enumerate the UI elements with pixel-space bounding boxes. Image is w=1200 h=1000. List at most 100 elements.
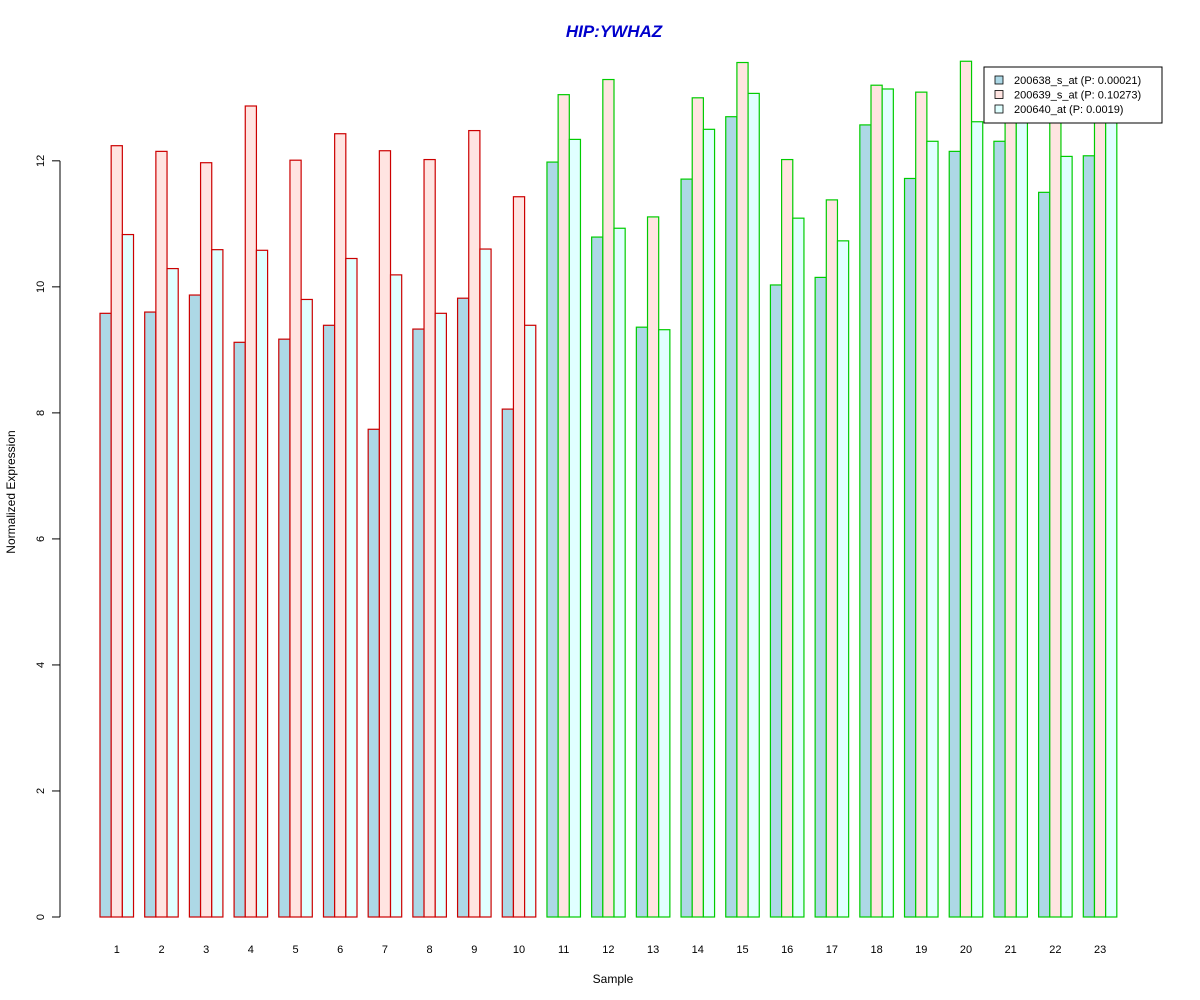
bar-s1-sample-9 [456,297,470,918]
x-tick-label: 16 [781,944,793,956]
x-tick-label: 22 [1049,944,1061,956]
bar-s3-sample-21 [1015,121,1029,918]
y-axis-label: Normalized Expression [4,430,18,553]
x-tick-label: 14 [692,944,704,956]
bar-s1-sample-6 [322,324,336,918]
x-tick-label: 20 [960,944,972,956]
bar-s3-sample-23 [1105,121,1118,918]
bar-s3-sample-3 [211,249,224,918]
bar-s3-sample-12 [613,227,626,918]
bar-s1-sample-16 [769,284,783,918]
bar-s3-sample-19 [926,140,939,918]
bar-s3-sample-5 [300,298,313,918]
bar-s1-sample-7 [367,428,380,918]
bar-s2-sample-20 [959,60,973,918]
x-tick-label: 8 [427,944,433,956]
bar-s1-sample-15 [725,116,738,918]
bar-s2-sample-18 [870,84,883,918]
bar-s2-sample-3 [199,162,213,918]
bar-s1-sample-4 [233,341,246,918]
bar-s2-sample-13 [646,216,660,918]
bar-s1-sample-3 [188,294,202,918]
x-tick-label: 17 [826,944,838,956]
bar-s3-sample-1 [121,233,135,918]
bar-s3-sample-4 [255,249,269,918]
bar-s2-sample-11 [557,94,570,918]
bar-s3-sample-6 [345,257,358,918]
legend-entry-label: 200640_at (P: 0.0019) [1014,104,1123,116]
x-tick-label: 3 [203,944,209,956]
bar-s3-sample-9 [479,248,492,918]
y-axis: 0 2 4 6 8 10 12 [35,155,61,920]
legend-entry-label: 200638_s_at (P: 0.00021) [1014,75,1141,87]
bar-s2-sample-21 [1004,121,1017,918]
bar-s3-sample-11 [568,138,582,918]
bar-s1-sample-18 [859,124,872,918]
bar-s1-sample-5 [278,338,291,918]
bar-s2-sample-7 [378,150,392,918]
legend-swatch [994,90,1004,99]
bar-s2-sample-8 [423,158,436,918]
bar-s2-sample-14 [691,97,704,918]
bar-s2-sample-5 [289,159,302,918]
bar-s2-sample-1 [110,145,123,918]
bar-s3-sample-2 [166,267,179,918]
x-tick-label: 18 [870,944,882,956]
legend-box [983,66,1163,124]
x-tick-label: 4 [248,944,254,956]
x-tick-label: 12 [602,944,614,956]
x-tick-label: 2 [158,944,164,956]
bar-s1-sample-8 [412,328,425,918]
x-tick-label: 13 [647,944,659,956]
x-tick-label: 5 [292,944,298,956]
bar-s1-sample-12 [591,236,604,918]
bar-s1-sample-13 [635,326,649,918]
bar-s1-sample-11 [546,161,559,918]
legend-swatch [994,75,1004,85]
x-tick-label: 21 [1005,944,1017,956]
bar-s2-sample-4 [244,105,258,918]
bar-s2-sample-9 [468,129,481,918]
bar-s3-sample-13 [658,329,671,918]
bar-s2-sample-16 [781,158,794,918]
bar-s1-sample-21 [993,140,1006,918]
bar-s3-sample-16 [792,217,805,918]
x-axis-label: Sample [593,972,634,986]
x-tick-label: 23 [1094,944,1106,956]
bar-s1-sample-10 [501,408,515,918]
y-tick-label: 2 [35,788,47,794]
bar-s2-sample-10 [512,196,526,918]
x-tick-label: 9 [471,944,477,956]
legend-entry-label: 200639_s_at (P: 0.10273) [1014,90,1141,102]
bar-s2-sample-19 [915,91,928,918]
x-axis-tick-labels: 1 2 3 4 5 6 7 8 9 10 11 12 13 14 15 16 17 18 19 20 21 22 23 [114,944,1106,956]
y-tick-label: 4 [35,662,47,668]
bar-s3-sample-20 [970,121,984,918]
y-tick-label: 10 [35,281,47,293]
y-tick-label: 8 [35,410,47,416]
bar-s3-sample-18 [881,88,894,918]
y-tick-label: 12 [35,155,47,167]
y-tick-label: 0 [35,914,47,920]
chart-title: HIP:YWHAZ [566,22,663,41]
bar-s2-sample-12 [602,78,615,918]
bar-s2-sample-23 [1093,121,1107,918]
bar-layer [99,60,1118,918]
x-tick-label: 10 [513,944,525,956]
bar-s1-sample-14 [680,178,693,918]
legend: 200638_s_at (P: 0.00021) 200639_s_at (P: … [983,66,1163,124]
bar-s2-sample-22 [1049,121,1062,918]
x-tick-label: 15 [736,944,748,956]
bar-s2-sample-6 [334,133,347,918]
bar-s2-sample-15 [736,61,749,918]
y-tick-label: 6 [35,536,47,542]
bar-s2-sample-2 [155,150,168,918]
bar-s2-sample-17 [825,199,839,918]
bar-s1-sample-23 [1082,155,1096,918]
bar-s1-sample-1 [99,312,112,918]
bar-s1-sample-19 [903,177,917,918]
bar-s3-sample-8 [434,312,447,918]
x-tick-label: 19 [915,944,927,956]
bar-s1-sample-17 [814,276,827,918]
x-tick-label: 11 [558,944,569,956]
